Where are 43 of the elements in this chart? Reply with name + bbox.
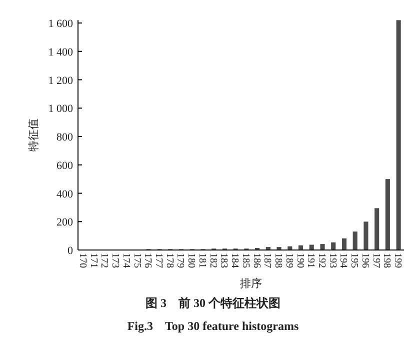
x-tick-label: 193 [326,253,338,268]
x-tick-label: 199 [392,253,404,268]
x-tick-label: 173 [110,253,121,268]
text: 图 3 前 30 个特征柱状图 [146,296,280,310]
y-tick-label: 800 [56,132,74,144]
x-tick-label: 190 [294,253,306,268]
x-tick-label: 170 [76,253,88,268]
y-tick-label: 1 000 [48,103,74,116]
y-tick-label: 400 [56,188,74,200]
x-tick-label: 196 [359,253,370,268]
y-tick-label: 0 [68,245,74,257]
x-tick-label: 197 [370,253,382,268]
x-tick-label: 184 [229,253,240,268]
y-tick-label: 200 [56,216,74,229]
y-tick-label: 1 600 [48,18,74,30]
y-tick-label: 1 400 [48,46,74,58]
text: Fig.3 Top 30 feature histograms [127,319,299,333]
x-tick-label: 172 [98,253,110,268]
y-tick-label: 1 200 [48,74,74,87]
x-tick-label: 187 [262,253,273,268]
x-tick-label: 182 [207,253,218,268]
y-tick-label: 600 [56,160,74,172]
x-tick-label: 177 [153,253,164,268]
x-tick-label: 188 [272,253,284,268]
x-tick-label: 175 [131,253,142,268]
x-tick-label: 183 [218,253,230,268]
x-axis-title: 排序 [240,277,262,290]
x-tick-label: 180 [186,253,197,268]
x-tick-label: 179 [174,253,186,268]
x-tick-label: 185 [240,253,251,268]
x-tick-label: 194 [338,253,349,268]
x-tick-label: 195 [348,253,360,268]
x-tick-label: 186 [250,253,262,268]
y-axis-title: 特征值 [28,118,40,152]
x-tick-label: 176 [142,253,154,268]
x-tick-label: 189 [283,253,294,268]
x-tick-label: 181 [196,253,208,268]
x-tick-label: 171 [88,253,99,268]
x-tick-label: 191 [305,253,316,268]
x-tick-label: 192 [316,253,327,268]
x-tick-label: 174 [120,253,132,268]
x-tick-label: 198 [381,253,392,268]
x-tick-label: 178 [164,253,175,268]
